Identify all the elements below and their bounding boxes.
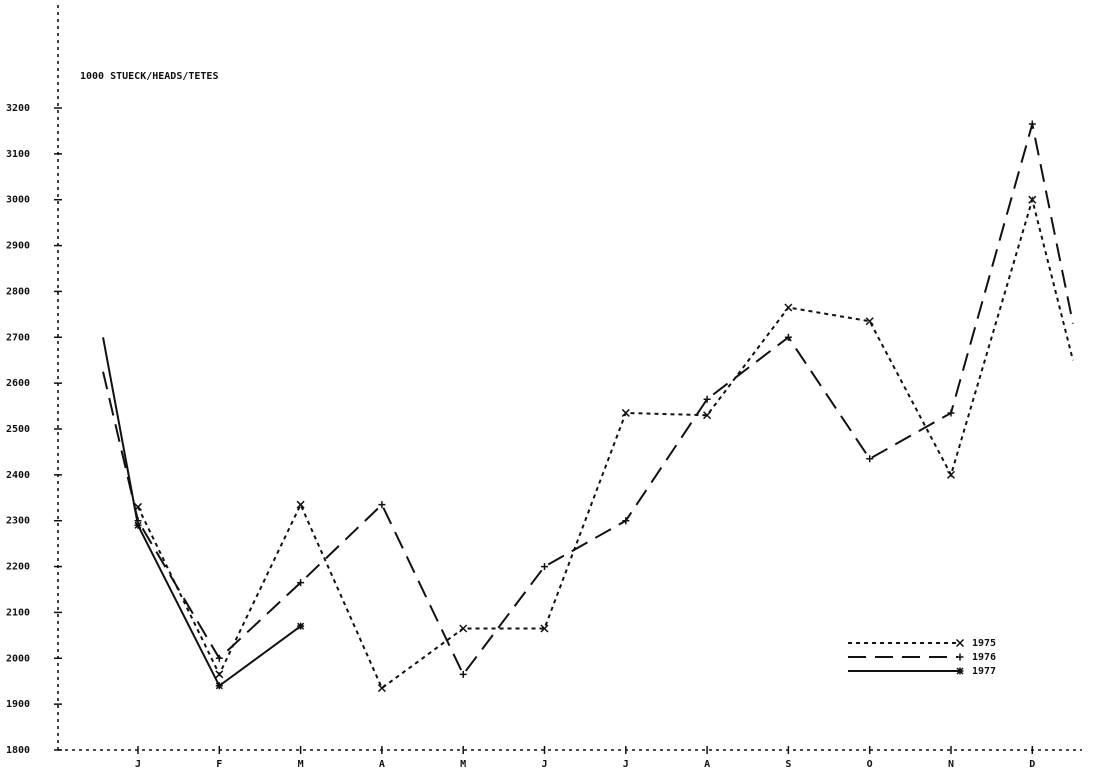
y-tick-label: 2700 <box>6 332 30 343</box>
legend-marker <box>955 638 965 648</box>
x-tick-label: J <box>135 759 141 770</box>
point-marker <box>622 517 630 525</box>
y-tick-label: 2900 <box>6 241 30 252</box>
point-marker <box>459 670 467 678</box>
point-marker <box>215 654 223 662</box>
point-marker <box>784 333 792 341</box>
point-marker <box>297 579 305 587</box>
point-marker <box>703 411 712 420</box>
point-marker <box>946 470 956 479</box>
y-tick-label: 1900 <box>6 699 30 710</box>
point-marker <box>865 317 874 326</box>
y-tick-label: 1800 <box>6 745 30 756</box>
series-line <box>137 195 1074 690</box>
y-tick-label: 3100 <box>6 149 30 160</box>
x-tick-label: O <box>867 759 873 770</box>
point-marker <box>540 624 549 633</box>
point-marker <box>703 395 711 403</box>
legend-marker <box>956 667 964 675</box>
x-tick-label: A <box>379 759 385 770</box>
y-tick-label: 2600 <box>6 378 30 389</box>
series-line <box>102 337 302 688</box>
y-tick-label: 2100 <box>6 607 30 618</box>
point-marker <box>377 684 386 693</box>
point-marker <box>459 624 468 633</box>
point-marker <box>134 521 142 529</box>
point-marker <box>296 500 305 509</box>
chart-title: 1000 STUECK/HEADS/TETES <box>80 71 218 82</box>
point-marker <box>215 682 223 690</box>
series-line <box>102 123 1074 677</box>
x-tick-label: M <box>460 759 466 770</box>
y-tick-label: 3200 <box>6 103 30 114</box>
point-marker <box>866 455 874 463</box>
legend-label: 1977 <box>972 666 996 677</box>
x-tick-label: D <box>1029 759 1035 770</box>
point-marker <box>784 303 793 312</box>
point-marker <box>541 563 548 571</box>
legend-marker <box>956 653 964 661</box>
x-tick-label: M <box>298 759 304 770</box>
x-tick-label: S <box>785 759 791 770</box>
point-marker <box>947 409 955 417</box>
x-tick-label: A <box>704 759 710 770</box>
legend-label: 1976 <box>972 652 996 663</box>
point-marker <box>297 622 305 630</box>
y-tick-label: 2000 <box>6 653 30 664</box>
point-marker <box>1028 120 1036 128</box>
x-tick-label: N <box>948 759 954 770</box>
x-tick-label: F <box>216 759 222 770</box>
point-marker <box>1028 195 1037 204</box>
y-tick-label: 3000 <box>6 195 30 206</box>
point-marker <box>378 501 386 509</box>
y-tick-label: 2400 <box>6 470 30 481</box>
point-marker <box>621 408 630 417</box>
x-tick-label: J <box>541 759 547 770</box>
x-tick-label: J <box>623 759 629 770</box>
legend-label: 1975 <box>972 638 996 649</box>
point-marker <box>215 670 224 679</box>
y-tick-label: 2300 <box>6 516 30 527</box>
y-tick-label: 2200 <box>6 562 30 573</box>
y-tick-label: 2800 <box>6 286 30 297</box>
y-tick-label: 2500 <box>6 424 30 435</box>
